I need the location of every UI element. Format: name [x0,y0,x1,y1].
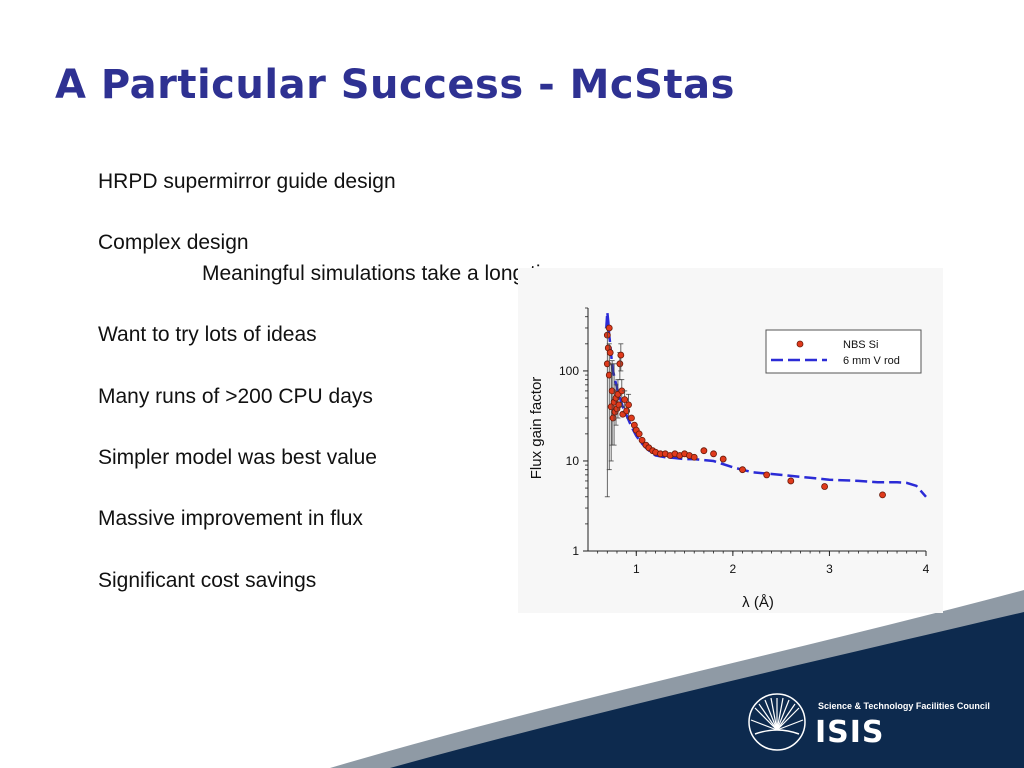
chart-legend: NBS Si 6 mm V rod [765,329,922,374]
y-tick-label: 100 [559,364,579,378]
data-point-nbs-si [690,453,698,461]
x-axis-label: λ (Å) [742,594,774,611]
bullet-5: Simpler model was best value [98,446,377,469]
x-tick-label: 1 [633,562,640,576]
series-line-v-rod [605,311,927,498]
bullet-4: Many runs of >200 CPU days [98,385,373,408]
y-tick-label: 10 [566,454,580,468]
flux-chart-svg: 1 2 3 4 1 10 100 λ (Å) Flux gain factor NBS Si… [518,268,943,613]
bullet-7: Significant cost savings [98,569,317,592]
x-tick-label: 4 [923,562,930,576]
data-point-nbs-si [879,491,886,499]
legend-marker-nbs-si [796,340,804,348]
data-point-nbs-si [821,483,829,490]
data-point-nbs-si [710,450,717,458]
council-name: Science & Technology Facilities Council [818,701,990,711]
data-point-nbs-si [739,466,746,474]
starburst-icon [748,693,806,751]
flux-chart: 1 2 3 4 1 10 100 λ (Å) Flux gain factor NBS Si… [518,268,943,613]
bullet-3: Want to try lots of ideas [98,323,317,346]
data-point-nbs-si [609,414,617,422]
data-point-nbs-si [623,407,631,415]
legend-label-nbs-si: NBS Si [843,339,878,351]
data-point-nbs-si [763,471,771,479]
data-point-nbs-si [719,455,727,463]
x-tick-label: 3 [826,562,833,576]
bullet-2: Complex design [98,231,249,254]
data-point-nbs-si [628,414,635,422]
data-point-nbs-si [608,387,616,395]
data-point-nbs-si [605,324,613,332]
bullet-2-sub: Meaningful simulations take a long time [202,262,570,285]
data-point-nbs-si [617,351,625,359]
chart-background [518,268,943,613]
data-point-nbs-si [638,436,646,444]
bullet-6: Massive improvement in flux [98,507,363,530]
data-point-nbs-si [700,447,708,455]
legend-box [765,329,922,374]
y-axis-label: Flux gain factor [528,377,545,480]
data-point-nbs-si [635,430,643,438]
data-point-nbs-si [616,360,624,368]
data-point-nbs-si [606,349,614,356]
data-point-nbs-si [787,477,795,485]
isis-wordmark: ISIS [815,715,885,750]
slide-title: A Particular Success - McStas [55,62,735,108]
data-point-nbs-si [621,396,629,404]
legend-label-v-rod: 6 mm V rod [843,355,900,367]
plot-layer: 1 2 3 4 1 10 100 [559,307,930,576]
y-tick-label: 1 [572,544,579,558]
data-point-nbs-si [625,401,632,409]
bullet-1: HRPD supermirror guide design [98,170,396,193]
stfc-isis-logo: Science & Technology Facilities Council … [745,688,1015,758]
x-tick-label: 2 [730,562,737,576]
